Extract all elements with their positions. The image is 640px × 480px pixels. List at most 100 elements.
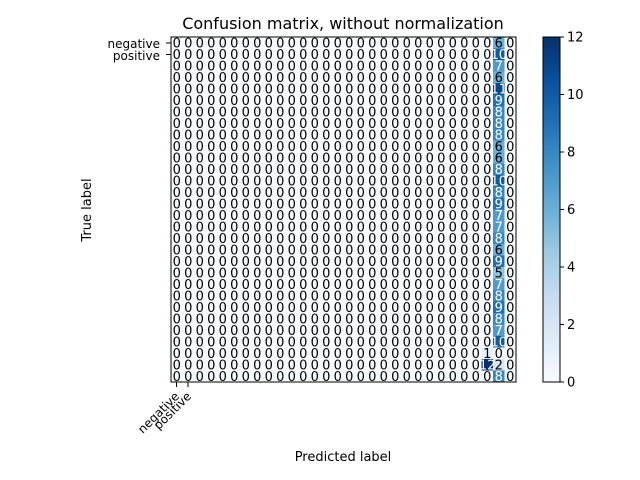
cell-value-label: 0 xyxy=(391,243,399,258)
heatmap-cell xyxy=(366,83,379,95)
heatmap-cell xyxy=(424,60,436,72)
heatmap-cell xyxy=(412,198,425,210)
cell-value-label: 0 xyxy=(219,289,227,304)
cell-value-label: 0 xyxy=(334,186,342,201)
heatmap-cell xyxy=(263,278,275,291)
cell-value-label: 10 xyxy=(490,48,507,63)
cell-value-label: 0 xyxy=(173,335,181,350)
cell-value-label: 0 xyxy=(460,174,468,189)
heatmap-cell xyxy=(493,117,505,130)
heatmap-cell xyxy=(458,129,471,141)
heatmap-cell xyxy=(217,290,229,302)
cell-value-label: 0 xyxy=(414,186,422,201)
heatmap-cell xyxy=(481,83,494,95)
heatmap-cell xyxy=(182,244,195,256)
cell-value-label: 0 xyxy=(506,358,514,373)
heatmap-cell xyxy=(274,370,287,383)
heatmap-cell xyxy=(332,324,344,337)
heatmap-cell xyxy=(366,198,379,210)
heatmap-cell xyxy=(424,106,436,118)
heatmap-cell xyxy=(297,232,310,245)
heatmap-cell xyxy=(458,37,471,49)
heatmap-cell xyxy=(435,278,448,291)
cell-value-label: 0 xyxy=(368,105,376,120)
heatmap-cell xyxy=(481,209,494,222)
heatmap-cell xyxy=(504,48,517,61)
cell-value-label: 0 xyxy=(483,232,491,247)
cell-value-label: 0 xyxy=(207,324,215,339)
heatmap-cell xyxy=(424,255,436,268)
heatmap-cell xyxy=(274,278,287,291)
cell-value-label: 0 xyxy=(322,209,330,224)
cell-value-label: 0 xyxy=(345,71,353,86)
cell-value-label: 0 xyxy=(437,36,445,51)
cell-value-label: 8 xyxy=(495,370,503,385)
cell-value-label: 0 xyxy=(449,370,457,385)
cell-value-label: 0 xyxy=(506,48,514,63)
cell-value-label: 0 xyxy=(334,59,342,74)
heatmap-cell xyxy=(171,336,183,348)
cell-value-label: 0 xyxy=(403,140,411,155)
heatmap-cell xyxy=(309,117,321,130)
cell-value-label: 0 xyxy=(253,140,261,155)
heatmap-cell xyxy=(205,60,218,72)
heatmap-cell xyxy=(240,232,252,245)
cell-value-label: 0 xyxy=(380,209,388,224)
heatmap-cell xyxy=(320,163,333,176)
heatmap-cell xyxy=(251,94,264,107)
heatmap-cell xyxy=(297,209,310,222)
heatmap-cell xyxy=(366,186,379,199)
heatmap-cell xyxy=(251,163,264,176)
cell-value-label: 0 xyxy=(357,289,365,304)
heatmap-cell xyxy=(182,336,195,348)
heatmap-cell xyxy=(424,347,436,360)
cell-value-label: 0 xyxy=(288,243,296,258)
heatmap-cell xyxy=(251,370,264,383)
heatmap-cell xyxy=(493,267,505,279)
heatmap-cell xyxy=(401,152,413,164)
cell-value-label: 0 xyxy=(196,117,204,132)
heatmap-cell xyxy=(389,278,402,291)
heatmap-cell xyxy=(182,209,195,222)
cell-value-label: 0 xyxy=(426,209,434,224)
cell-value-label: 0 xyxy=(242,232,250,247)
cell-value-label: 0 xyxy=(230,209,238,224)
cell-value-label: 0 xyxy=(322,174,330,189)
heatmap-cell xyxy=(182,301,195,314)
heatmap-cell xyxy=(458,255,471,268)
cell-value-label: 0 xyxy=(173,209,181,224)
heatmap-cell xyxy=(274,94,287,107)
heatmap-cell xyxy=(435,209,448,222)
cell-value-label: 0 xyxy=(483,36,491,51)
cell-value-label: 0 xyxy=(173,232,181,247)
cell-value-label: 0 xyxy=(506,335,514,350)
cell-value-label: 6 xyxy=(495,151,503,166)
cell-value-label: 0 xyxy=(219,266,227,281)
heatmap-cell xyxy=(504,347,517,360)
heatmap-cell xyxy=(320,255,333,268)
cell-value-label: 0 xyxy=(230,36,238,51)
heatmap-cell xyxy=(493,129,505,141)
cell-value-label: 0 xyxy=(299,128,307,143)
cell-value-label: 0 xyxy=(230,48,238,63)
cell-value-label: 0 xyxy=(368,324,376,339)
heatmap-cell xyxy=(504,37,517,49)
cell-value-label: 0 xyxy=(173,59,181,74)
cell-value-label: 0 xyxy=(242,220,250,235)
cell-value-label: 0 xyxy=(483,312,491,327)
heatmap-cell xyxy=(424,313,436,325)
heatmap-cell xyxy=(458,244,471,256)
cell-value-label: 0 xyxy=(311,266,319,281)
heatmap-cell xyxy=(263,117,275,130)
heatmap-cell xyxy=(309,313,321,325)
heatmap-cell xyxy=(470,255,482,268)
cell-value-label: 0 xyxy=(184,266,192,281)
heatmap-cell xyxy=(470,359,482,371)
cell-value-label: 0 xyxy=(219,220,227,235)
cell-value-label: 0 xyxy=(196,163,204,178)
cell-value-label: 0 xyxy=(184,105,192,120)
cell-value-label: 0 xyxy=(207,59,215,74)
cell-value-label: 0 xyxy=(242,174,250,189)
cell-value-label: 0 xyxy=(196,324,204,339)
cell-value-label: 0 xyxy=(391,82,399,97)
